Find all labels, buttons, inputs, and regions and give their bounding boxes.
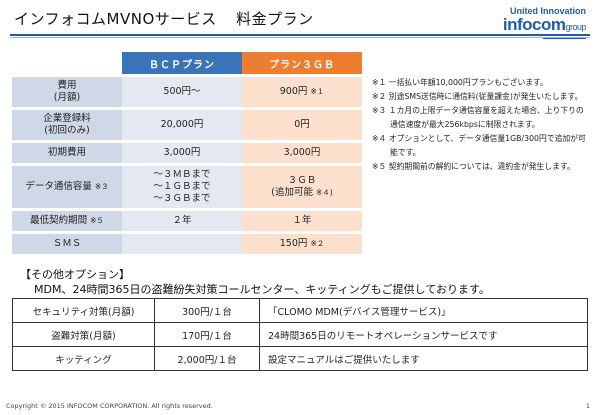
option-price: 300円/１台: [154, 298, 260, 323]
plan-row-label: 最低契約期間 ※５: [12, 211, 122, 231]
company-logo: United Innovation infocomgroup: [503, 6, 586, 39]
note-3: ※３ １カ月の上限データ通信容量を超えた場合、上り下りの通信速度が最大256kb…: [372, 106, 584, 129]
options-row: セキュリティ対策(月額) 300円/１台 「CLOMO MDM(デバイス管理サー…: [12, 298, 588, 323]
label-text: データ通信容量: [25, 181, 92, 192]
plan-header-3gb: プラン３ＧＢ: [242, 52, 362, 74]
note-4: ※４ オプションとして、データ通信量1GB/300円で追加が可能です。: [372, 134, 586, 157]
cell-note: ※４): [316, 188, 333, 197]
plan-row-label: データ通信容量 ※３: [12, 166, 122, 208]
logo-tagline: United Innovation: [510, 6, 586, 16]
option-name: キッティング: [12, 346, 155, 371]
options-description: MDM、24時間365日の盗難紛失対策コールセンター、キッティングもご提供してお…: [34, 283, 490, 296]
option-price: 170円/１台: [154, 322, 260, 347]
page-title-sub: 料金プラン: [236, 10, 314, 28]
option-detail: 24時間365日のリモートオペレーションサービスです: [259, 322, 588, 347]
cell-note: ※２: [310, 239, 325, 248]
plan-header-row: ＢＣＰプラン プラン３ＧＢ: [12, 52, 362, 74]
plan-cell-3gb: ３ＧＢ (追加可能 ※４): [242, 166, 362, 208]
logo-suffix: group: [565, 22, 586, 32]
label-text: 最低契約期間: [30, 215, 88, 226]
label-line-2: (月額): [53, 92, 81, 103]
option-detail: 設定マニュアルはご提供いたします: [259, 346, 588, 371]
plan-cell-bcp: 3,000円: [122, 143, 242, 163]
cell-value: 900円: [279, 86, 308, 97]
cell-note: ※１: [310, 87, 325, 96]
plan-row-label: 初期費用: [12, 143, 122, 163]
plan-cell-bcp: ２年: [122, 211, 242, 231]
plan-row-initial: 初期費用 3,000円 3,000円: [12, 143, 362, 163]
plan-cell-bcp: 500円～: [122, 77, 242, 107]
plan-row-fee: 費用 (月額) 500円～ 900円 ※１: [12, 77, 362, 107]
label-line-1: 企業登録料: [43, 113, 91, 124]
logo-wordmark: infocomgroup: [502, 15, 587, 36]
cell-line-3: ～３ＧＢまで: [153, 193, 211, 204]
logo-underline: [542, 37, 586, 39]
cell-line-2: (追加可能: [271, 187, 313, 198]
options-row: キッティング 2,000円/１台 設定マニュアルはご提供いたします: [12, 346, 588, 371]
page-title: インフォコムMVNOサービス 料金プラン: [14, 8, 314, 29]
option-name: 盗難対策(月額): [12, 322, 155, 347]
plan-row-registration: 企業登録料 (初回のみ) 20,000円 0円: [12, 110, 362, 140]
plan-cell-bcp: [122, 234, 242, 254]
plan-cell-3gb: 0円: [242, 110, 362, 140]
plan-row-label: 企業登録料 (初回のみ): [12, 110, 122, 140]
plan-row-label: 費用 (月額): [12, 77, 122, 107]
option-detail: 「CLOMO MDM(デバイス管理サービス)」: [259, 298, 588, 323]
options-table: セキュリティ対策(月額) 300円/１台 「CLOMO MDM(デバイス管理サー…: [12, 298, 588, 371]
copyright-footer: Copyright © 2015 INFOCOM CORPORATION. Al…: [6, 402, 213, 410]
cell-line-1: ～３ＭＢまで: [153, 169, 211, 180]
label-note: ※５: [90, 216, 104, 225]
header-rule: [10, 34, 590, 36]
note-5: ※５ 契約期間前の解約については、違約金が発生します。: [372, 162, 575, 171]
plan-row-label: ＳＭＳ: [12, 234, 122, 254]
plan-row-sms: ＳＭＳ 150円 ※２: [12, 234, 362, 254]
note-1: ※１ 一括払い年額10,000円プランもございます。: [372, 78, 548, 87]
cell-value: 150円: [279, 238, 308, 249]
plan-cell-3gb: １年: [242, 211, 362, 231]
plan-cell-3gb: 3,000円: [242, 143, 362, 163]
label-line-1: 費用: [57, 80, 77, 91]
options-row: 盗難対策(月額) 170円/１台 24時間365日のリモートオペレーションサービ…: [12, 322, 588, 347]
page-number: 1: [585, 402, 590, 410]
cell-line-1: ３ＧＢ: [287, 175, 317, 186]
option-name: セキュリティ対策(月額): [12, 298, 155, 323]
options-title: 【その他オプション】: [20, 268, 130, 281]
plan-header-bcp: ＢＣＰプラン: [122, 52, 242, 74]
label-line-2: (初回のみ): [44, 125, 90, 136]
note-2: ※２ 別途SMS送信時に通信料(従量課金)が発生いたします。: [372, 92, 583, 101]
plan-notes: ※１ 一括払い年額10,000円プランもございます。 ※２ 別途SMS送信時に通…: [372, 76, 590, 174]
plan-cell-bcp: ～３ＭＢまで ～１ＧＢまで ～３ＧＢまで: [122, 166, 242, 208]
option-price: 2,000円/１台: [154, 346, 260, 371]
plan-cell-3gb: 150円 ※２: [242, 234, 362, 254]
logo-name: infocom: [502, 15, 566, 34]
plan-row-min-term: 最低契約期間 ※５ ２年 １年: [12, 211, 362, 231]
cell-line-2: ～１ＧＢまで: [153, 181, 211, 192]
plan-header-blank: [12, 52, 122, 74]
plan-table: ＢＣＰプラン プラン３ＧＢ 費用 (月額) 500円～ 900円 ※１ 企業登録料…: [12, 49, 362, 257]
label-note: ※３: [94, 182, 109, 191]
plan-row-data: データ通信容量 ※３ ～３ＭＢまで ～１ＧＢまで ～３ＧＢまで ３ＧＢ (追加可能 ※…: [12, 166, 362, 208]
plan-cell-bcp: 20,000円: [122, 110, 242, 140]
header-rule-thin: [10, 37, 590, 38]
page-title-main: インフォコムMVNOサービス: [14, 10, 217, 28]
plan-cell-3gb: 900円 ※１: [242, 77, 362, 107]
